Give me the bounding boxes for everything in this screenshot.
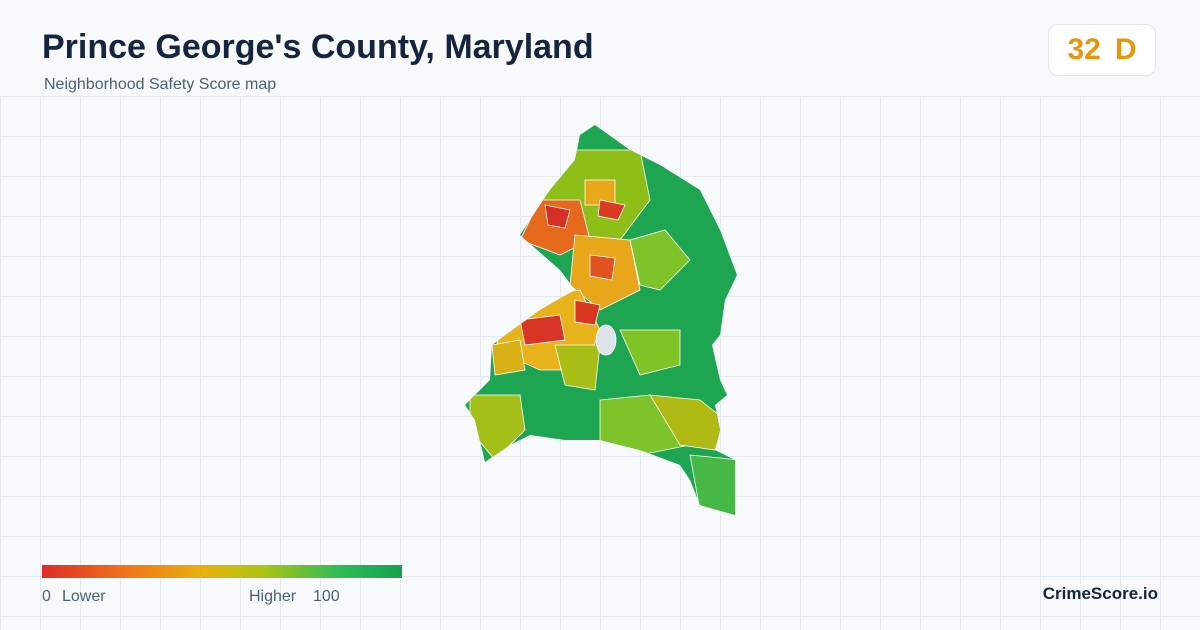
subtitle: Neighborhood Safety Score map — [44, 76, 277, 93]
legend-max: 100 — [313, 588, 340, 605]
legend-min-label: Lower — [62, 588, 106, 605]
legend-min: 0 — [42, 588, 51, 605]
legend-max-label: Higher — [249, 588, 297, 605]
map-regions — [465, 125, 737, 515]
score-badge: 32 D — [1048, 24, 1156, 76]
legend-gradient — [42, 565, 402, 578]
score-value: 32 — [1067, 33, 1101, 66]
title: Prince George's County, Maryland — [42, 28, 594, 66]
score-grade: D — [1114, 33, 1137, 66]
brand: CrimeScore.io — [1042, 584, 1158, 603]
